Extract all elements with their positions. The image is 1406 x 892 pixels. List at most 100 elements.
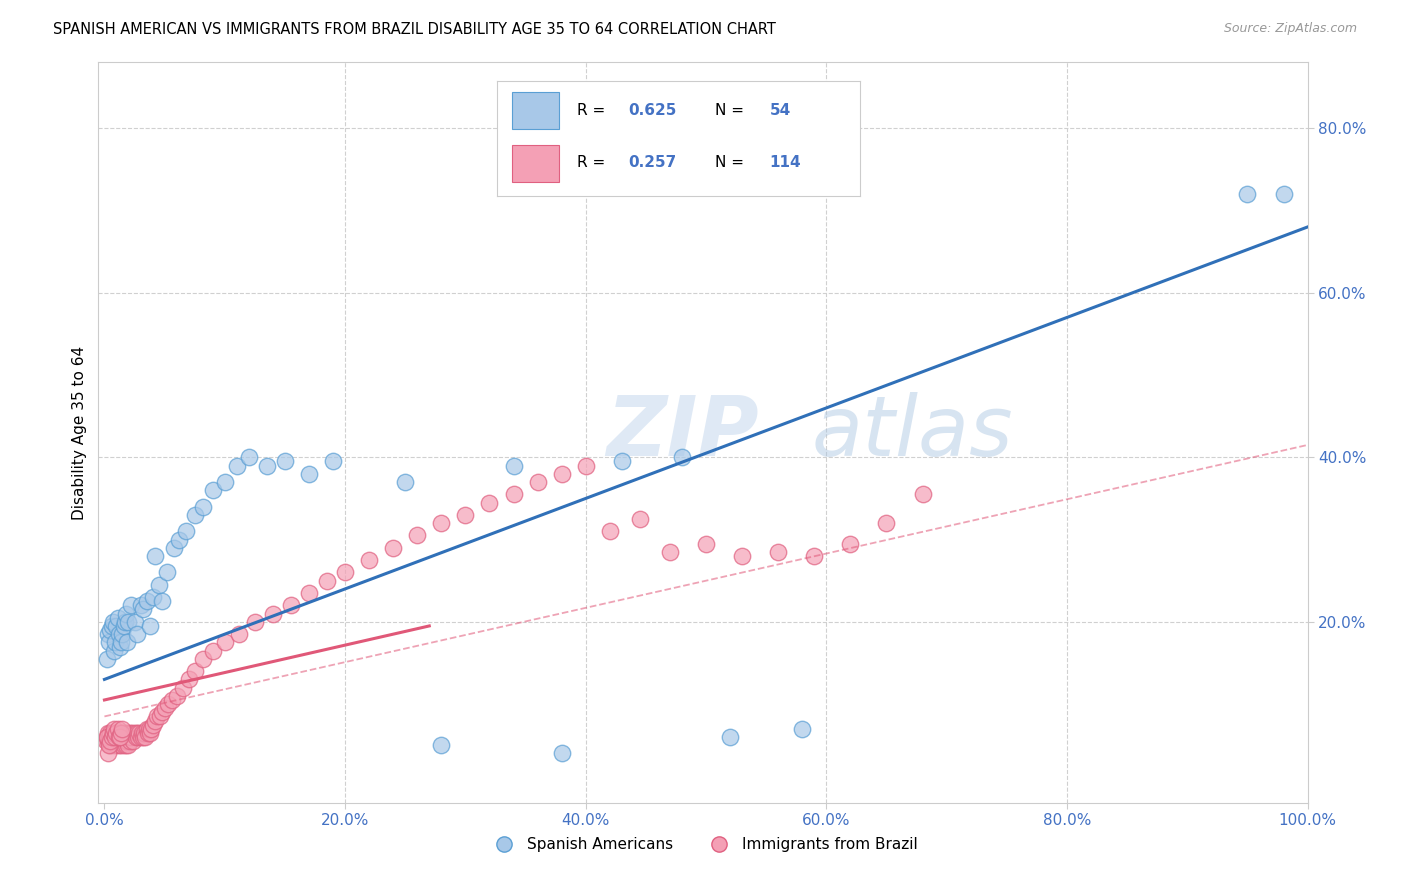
Point	[1272, 187, 1295, 202]
Point	[177, 673, 200, 687]
Point	[238, 450, 260, 465]
Point	[191, 500, 214, 514]
Point	[430, 516, 453, 530]
Point	[135, 594, 157, 608]
Point	[132, 602, 155, 616]
Point	[96, 652, 118, 666]
Point	[129, 599, 152, 613]
Point	[104, 726, 127, 740]
Point	[382, 541, 405, 555]
Point	[110, 726, 132, 740]
Point	[101, 615, 124, 629]
Text: ZIP: ZIP	[606, 392, 759, 473]
Point	[110, 635, 132, 649]
Point	[100, 738, 122, 752]
Point	[146, 709, 169, 723]
Point	[671, 450, 693, 465]
Point	[316, 574, 339, 588]
Point	[110, 738, 132, 752]
Point	[125, 730, 148, 744]
Point	[107, 722, 129, 736]
Point	[225, 458, 247, 473]
Point	[183, 664, 205, 678]
Point	[610, 454, 633, 468]
Point	[98, 635, 121, 649]
Point	[134, 730, 156, 744]
Point	[103, 730, 125, 744]
Point	[550, 467, 572, 481]
Point	[163, 541, 186, 555]
Point	[112, 619, 135, 633]
Point	[105, 726, 128, 740]
Point	[97, 726, 120, 740]
Point	[718, 730, 741, 744]
Point	[100, 726, 122, 740]
Point	[115, 738, 138, 752]
Point	[98, 734, 121, 748]
Point	[111, 726, 134, 740]
Point	[136, 726, 159, 740]
Point	[138, 722, 160, 736]
Point	[1236, 187, 1258, 202]
Point	[117, 635, 139, 649]
Point	[117, 615, 139, 629]
Point	[98, 738, 121, 752]
Point	[111, 722, 134, 736]
Point	[142, 717, 165, 731]
Point	[127, 730, 149, 744]
Point	[172, 681, 194, 695]
Point	[122, 734, 145, 748]
Point	[107, 611, 129, 625]
Point	[766, 545, 789, 559]
Legend: Spanish Americans, Immigrants from Brazil: Spanish Americans, Immigrants from Brazi…	[482, 830, 924, 858]
Point	[160, 693, 183, 707]
Point	[120, 599, 142, 613]
Point	[105, 619, 128, 633]
Point	[132, 730, 155, 744]
Point	[134, 726, 156, 740]
Point	[108, 730, 131, 744]
Point	[118, 726, 141, 740]
Point	[502, 487, 524, 501]
Point	[120, 730, 142, 744]
Point	[100, 734, 122, 748]
Point	[117, 734, 139, 748]
Point	[114, 734, 136, 748]
Point	[124, 726, 146, 740]
Point	[100, 730, 122, 744]
Point	[107, 734, 129, 748]
Point	[103, 722, 125, 736]
Point	[97, 627, 120, 641]
Point	[201, 643, 224, 657]
Point	[115, 730, 138, 744]
Point	[108, 730, 131, 744]
Point	[105, 738, 128, 752]
Point	[108, 730, 131, 744]
Point	[142, 590, 165, 604]
Point	[454, 508, 477, 522]
Point	[174, 524, 197, 539]
Text: Source: ZipAtlas.com: Source: ZipAtlas.com	[1223, 22, 1357, 36]
Point	[141, 722, 163, 736]
Point	[256, 458, 278, 473]
Point	[430, 738, 453, 752]
Point	[695, 536, 717, 550]
Point	[274, 454, 297, 468]
Point	[117, 726, 139, 740]
Point	[100, 619, 122, 633]
Point	[153, 701, 176, 715]
Point	[167, 533, 190, 547]
Point	[875, 516, 897, 530]
Point	[131, 726, 153, 740]
Point	[143, 549, 166, 563]
Point	[333, 566, 356, 580]
Point	[156, 566, 179, 580]
Point	[575, 458, 598, 473]
Point	[112, 730, 135, 744]
Point	[105, 730, 128, 744]
Point	[157, 697, 180, 711]
Point	[107, 726, 129, 740]
Point	[101, 738, 124, 752]
Point	[406, 528, 429, 542]
Point	[108, 640, 131, 654]
